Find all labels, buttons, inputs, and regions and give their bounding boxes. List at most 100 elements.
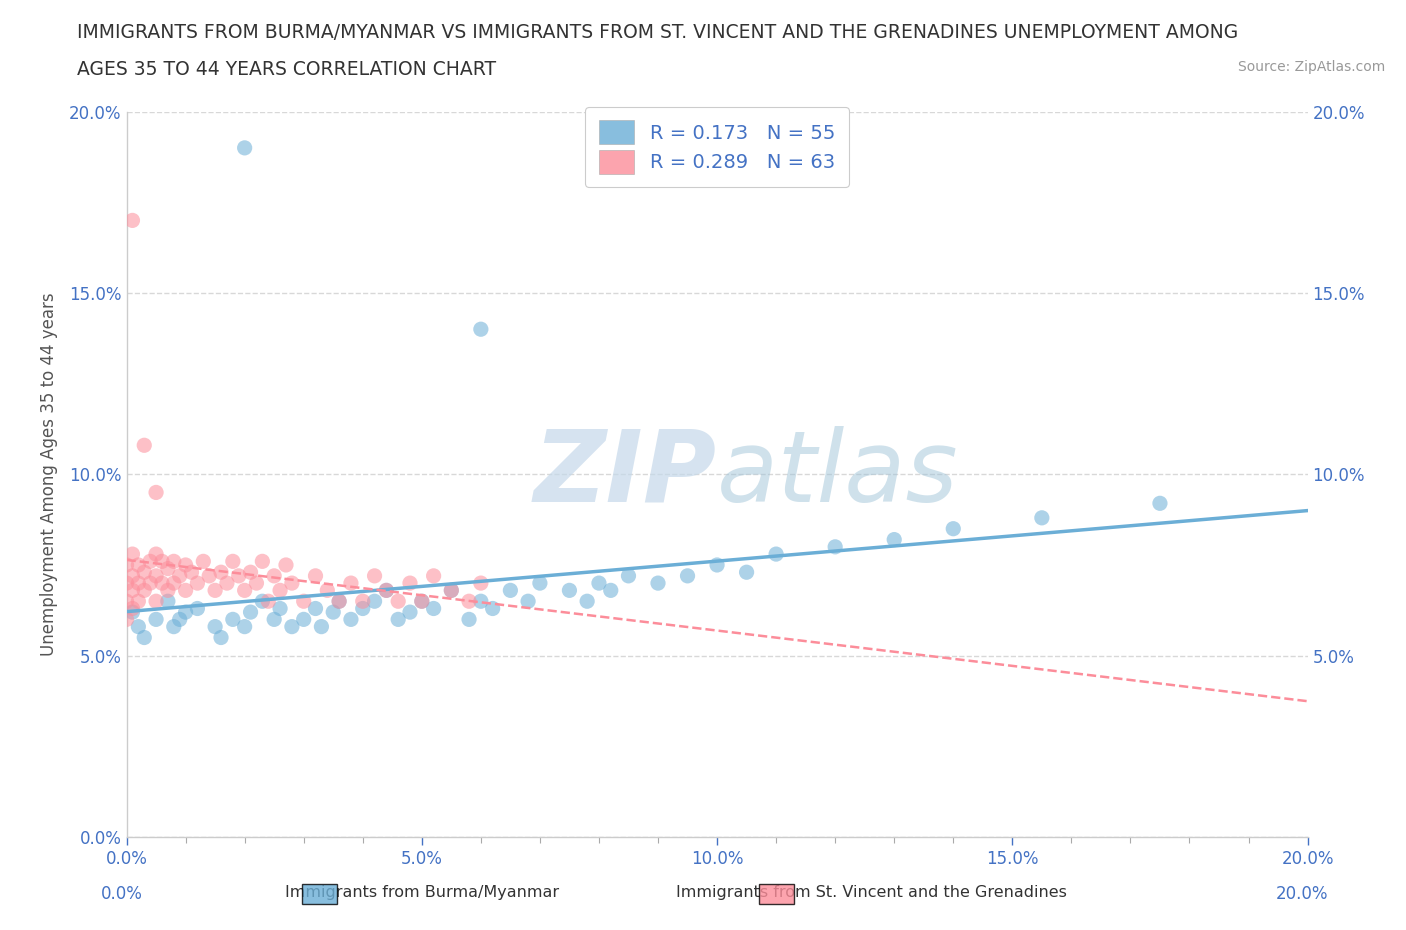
Point [150, 576, 173, 591]
Point [115, 576, 138, 591]
Point [824, 539, 846, 554]
Point [340, 612, 363, 627]
Point [163, 554, 186, 569]
Point [233, 140, 256, 155]
Legend: R = 0.173   N = 55, R = 0.289   N = 63: R = 0.173 N = 55, R = 0.289 N = 63 [585, 107, 849, 187]
Point [115, 612, 138, 627]
Point [387, 612, 409, 627]
Point [422, 601, 444, 616]
Point [274, 558, 297, 573]
Text: Immigrants from St. Vincent and the Grenadines: Immigrants from St. Vincent and the Gren… [676, 885, 1067, 900]
Point [411, 594, 433, 609]
Point [340, 576, 363, 591]
Point [517, 594, 540, 609]
Point [139, 576, 162, 591]
Point [193, 554, 215, 569]
Point [257, 594, 280, 609]
Point [145, 568, 167, 583]
Point [156, 583, 179, 598]
Point [676, 568, 699, 583]
Point [328, 594, 350, 609]
Point [316, 583, 339, 598]
Point [121, 604, 143, 619]
Point [422, 568, 444, 583]
Point [269, 601, 291, 616]
Point [180, 565, 202, 579]
Point [121, 583, 143, 598]
Point [186, 576, 208, 591]
Point [127, 619, 149, 634]
Point [239, 565, 262, 579]
Point [186, 601, 208, 616]
Point [121, 547, 143, 562]
Point [440, 583, 463, 598]
Point [304, 601, 326, 616]
Point [169, 612, 191, 627]
Point [706, 558, 728, 573]
Point [215, 576, 238, 591]
Point [121, 568, 143, 583]
Point [588, 576, 610, 591]
Point [363, 594, 385, 609]
Point [115, 594, 138, 609]
Text: Immigrants from Burma/Myanmar: Immigrants from Burma/Myanmar [285, 885, 558, 900]
Point [150, 554, 173, 569]
Point [281, 576, 304, 591]
Point [352, 594, 374, 609]
Text: ZIP: ZIP [534, 426, 717, 523]
Point [209, 631, 232, 645]
Point [735, 565, 758, 579]
Point [233, 619, 256, 634]
Point [233, 583, 256, 598]
Point [617, 568, 640, 583]
Point [304, 568, 326, 583]
Point [174, 558, 197, 573]
Point [174, 604, 197, 619]
Point [239, 604, 262, 619]
Y-axis label: Unemployment Among Ages 35 to 44 years: Unemployment Among Ages 35 to 44 years [39, 293, 58, 656]
Point [127, 576, 149, 591]
Point [204, 583, 226, 598]
Point [252, 554, 274, 569]
Point [387, 594, 409, 609]
Point [322, 604, 344, 619]
Point [481, 601, 503, 616]
Point [198, 568, 221, 583]
Point [375, 583, 398, 598]
Point [411, 594, 433, 609]
Point [174, 583, 197, 598]
Text: AGES 35 TO 44 YEARS CORRELATION CHART: AGES 35 TO 44 YEARS CORRELATION CHART [77, 60, 496, 79]
Text: 20.0%: 20.0% [1277, 885, 1329, 903]
Point [529, 576, 551, 591]
Point [134, 565, 156, 579]
Point [499, 583, 522, 598]
Point [121, 213, 143, 228]
Text: 0.0%: 0.0% [101, 885, 143, 903]
Point [163, 576, 186, 591]
Point [883, 532, 905, 547]
Point [145, 594, 167, 609]
Point [245, 576, 267, 591]
Point [765, 547, 787, 562]
Point [156, 561, 179, 576]
Point [222, 554, 245, 569]
Point [647, 576, 669, 591]
Point [440, 583, 463, 598]
Point [127, 558, 149, 573]
Point [204, 619, 226, 634]
Point [209, 565, 232, 579]
Text: Source: ZipAtlas.com: Source: ZipAtlas.com [1237, 60, 1385, 74]
Point [292, 612, 315, 627]
Point [375, 583, 398, 598]
Point [576, 594, 599, 609]
Point [134, 631, 156, 645]
Point [558, 583, 581, 598]
Point [292, 594, 315, 609]
Point [263, 612, 285, 627]
Point [599, 583, 621, 598]
Text: IMMIGRANTS FROM BURMA/MYANMAR VS IMMIGRANTS FROM ST. VINCENT AND THE GRENADINES : IMMIGRANTS FROM BURMA/MYANMAR VS IMMIGRA… [77, 23, 1239, 42]
Point [252, 594, 274, 609]
Point [169, 568, 191, 583]
Point [1031, 511, 1053, 525]
Point [139, 554, 162, 569]
